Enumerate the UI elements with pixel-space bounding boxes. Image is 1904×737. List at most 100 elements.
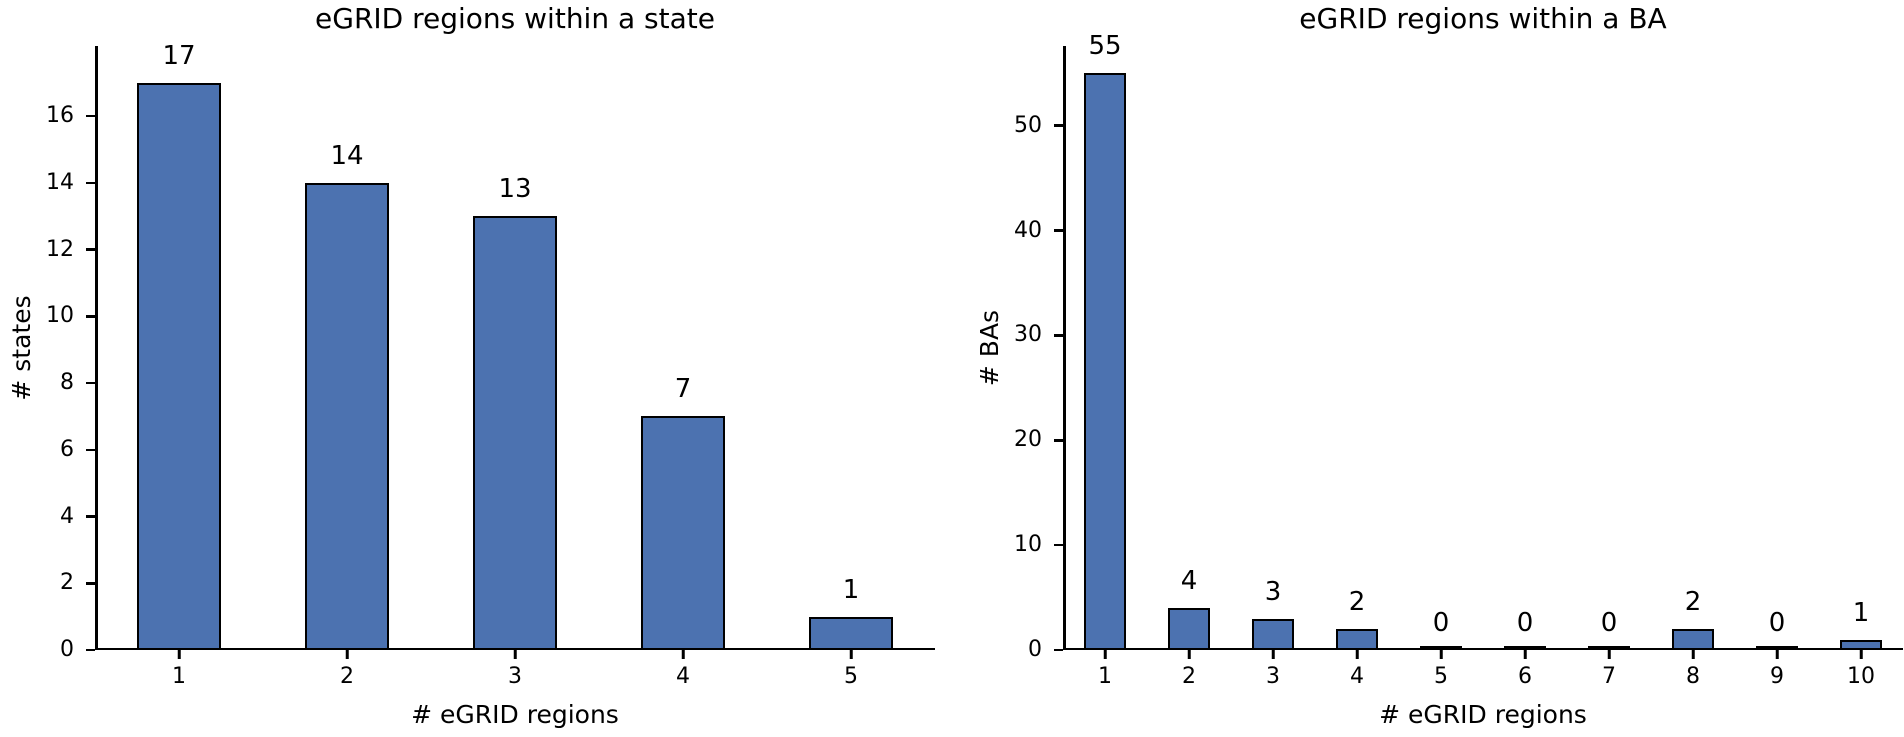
right-chart-title: eGRID regions within a BA	[1299, 2, 1667, 35]
x-tick-mark	[1271, 650, 1275, 659]
x-tick-label: 3	[1266, 664, 1280, 689]
bar	[1168, 608, 1210, 650]
y-tick-mark	[86, 181, 95, 185]
y-tick-mark	[1054, 439, 1063, 442]
bar	[1084, 73, 1126, 650]
x-tick-mark	[1103, 650, 1107, 659]
bar	[809, 616, 893, 650]
y-tick-label: 16	[46, 103, 74, 129]
bar-value-label: 2	[1348, 587, 1366, 618]
y-tick-label: 10	[1014, 532, 1042, 558]
bar	[473, 216, 557, 650]
bar-value-label: 3	[1264, 576, 1282, 607]
x-tick-mark	[177, 650, 181, 659]
x-tick-mark	[681, 650, 685, 659]
x-tick-label: 5	[1434, 664, 1448, 689]
x-tick-mark	[1607, 650, 1611, 659]
bar-value-label: 2	[1684, 587, 1702, 618]
y-tick-mark	[1054, 648, 1063, 652]
left-chart-title: eGRID regions within a state	[315, 2, 715, 35]
x-tick-label: 9	[1770, 664, 1784, 689]
bar-zero-height	[1420, 645, 1462, 650]
y-tick-mark	[1054, 229, 1063, 232]
y-tick-mark	[86, 515, 95, 518]
y-tick-label: 0	[60, 637, 74, 662]
bar-value-label: 0	[1768, 608, 1786, 638]
y-tick-label: 14	[46, 169, 74, 195]
x-tick-label: 5	[844, 664, 858, 689]
y-tick-mark	[86, 648, 95, 652]
x-tick-label: 7	[1602, 664, 1616, 689]
right-chart-x-axis-label: # eGRID regions	[1379, 700, 1587, 729]
x-tick-mark	[1355, 650, 1359, 659]
x-tick-mark	[345, 650, 349, 659]
left-chart-x-axis-label: # eGRID regions	[411, 700, 619, 729]
bar-value-label: 0	[1600, 608, 1618, 638]
bar-value-label: 4	[1180, 566, 1198, 597]
x-tick-label: 4	[676, 664, 690, 689]
bar	[1252, 618, 1294, 650]
right-chart-y-axis-label: # BAs	[975, 309, 1004, 387]
x-tick-mark	[849, 650, 853, 659]
x-tick-mark	[1187, 650, 1191, 659]
y-tick-mark	[86, 248, 95, 251]
left-chart-plot-area: eGRID regions within a state # states # …	[7, 2, 935, 729]
bar-value-label: 55	[1088, 31, 1122, 62]
y-tick-mark	[1054, 543, 1063, 547]
y-tick-mark	[1054, 334, 1063, 337]
x-tick-mark	[1859, 650, 1863, 659]
x-tick-mark	[1523, 650, 1527, 659]
y-tick-mark	[86, 448, 95, 452]
y-tick-label: 2	[60, 570, 74, 596]
left-chart-y-axis-line	[95, 46, 98, 650]
y-tick-label: 12	[46, 236, 74, 262]
y-tick-mark	[86, 381, 95, 385]
right-chart-y-axis-line	[1063, 46, 1066, 650]
y-tick-mark	[86, 315, 95, 318]
bar-value-label: 0	[1516, 608, 1534, 638]
x-tick-mark	[1775, 650, 1779, 659]
x-tick-label: 2	[1182, 664, 1196, 689]
x-tick-mark	[1691, 650, 1695, 659]
x-tick-label: 3	[508, 664, 522, 689]
right-chart-x-axis-line	[1063, 647, 1903, 650]
bar	[305, 182, 389, 650]
y-tick-label: 30	[1014, 322, 1042, 348]
bar-zero-height	[1588, 645, 1630, 650]
x-tick-mark	[513, 650, 517, 659]
y-tick-label: 8	[60, 370, 74, 396]
y-tick-label: 10	[46, 303, 74, 329]
bar-value-label: 0	[1432, 608, 1450, 638]
x-tick-label: 4	[1350, 664, 1364, 689]
x-tick-label: 6	[1518, 664, 1532, 689]
x-tick-label: 1	[1098, 664, 1112, 689]
right-chart-plot-area: eGRID regions within a BA # BAs # eGRID …	[975, 2, 1903, 729]
y-tick-label: 40	[1014, 217, 1042, 243]
bar-value-label: 17	[162, 40, 196, 71]
y-tick-label: 20	[1014, 427, 1042, 453]
y-tick-mark	[86, 582, 95, 585]
y-tick-label: 6	[60, 436, 74, 462]
y-tick-label: 0	[1028, 637, 1042, 662]
bar-value-label: 1	[842, 574, 860, 605]
x-tick-mark	[1439, 650, 1443, 659]
x-tick-label: 10	[1847, 664, 1875, 689]
bar	[137, 82, 221, 650]
bar-zero-height	[1756, 645, 1798, 650]
bar-zero-height	[1504, 645, 1546, 650]
left-chart-y-axis-label: # states	[7, 295, 36, 401]
bar-value-label: 13	[498, 174, 532, 205]
x-tick-label: 1	[172, 664, 186, 689]
y-tick-label: 4	[60, 503, 74, 529]
bar-value-label: 14	[330, 140, 364, 171]
x-tick-label: 8	[1686, 664, 1700, 689]
y-tick-mark	[86, 114, 95, 118]
y-tick-label: 50	[1014, 112, 1042, 138]
left-chart-x-axis-line	[95, 647, 935, 650]
bar-value-label: 7	[674, 374, 692, 405]
bar	[641, 416, 725, 650]
y-tick-mark	[1054, 124, 1063, 127]
x-tick-label: 2	[340, 664, 354, 689]
bar-value-label: 1	[1852, 597, 1870, 628]
